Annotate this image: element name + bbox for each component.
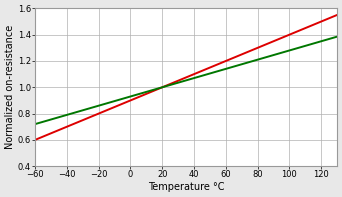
X-axis label: Temperature °C: Temperature °C: [148, 182, 224, 192]
Y-axis label: Normalized on-resistance: Normalized on-resistance: [5, 25, 15, 149]
